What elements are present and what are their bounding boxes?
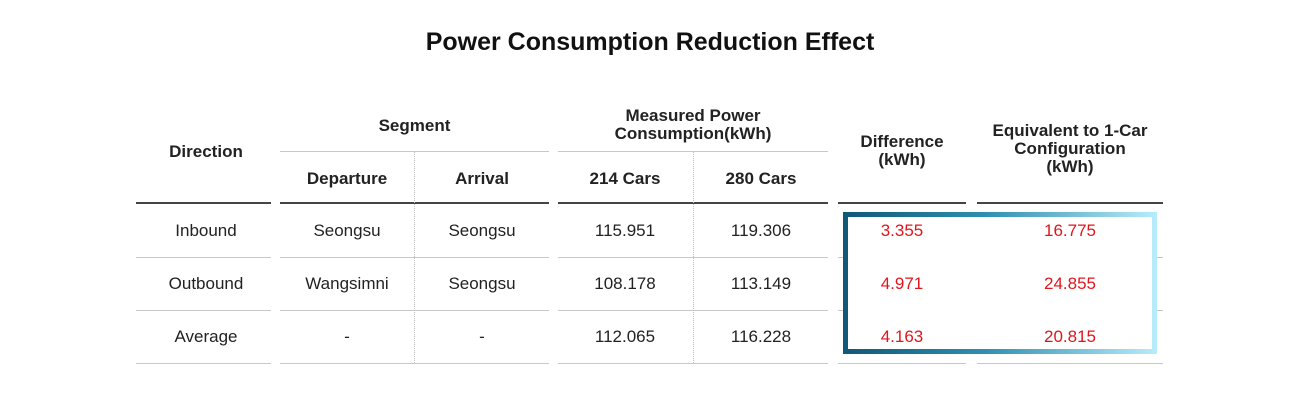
cell-direction: Inbound [175, 221, 237, 240]
cell-280-cars: 119.306 [730, 221, 792, 240]
header-departure: Departure [306, 169, 388, 188]
header-280-cars: 280 Cars [725, 169, 797, 188]
divider-214-280 [693, 152, 694, 363]
header-arrival: Arrival [455, 169, 509, 188]
cell-214-cars: 115.951 [594, 221, 656, 240]
header-measured-line1: Measured Power [625, 106, 761, 125]
header-difference: Difference (kWh) [838, 133, 966, 169]
cell-direction: Average [174, 327, 238, 346]
cell-equivalent: 24.855 [1044, 274, 1096, 293]
header-measured-power: Measured Power Consumption(kWh) [558, 107, 828, 143]
header-segment: Segment [378, 116, 451, 135]
page-title: Power Consumption Reduction Effect [425, 28, 875, 56]
highlight-frame [843, 212, 1157, 354]
header-214-cars: 214 Cars [589, 169, 661, 188]
header-equivalent: Equivalent to 1-Car Configuration (kWh) [977, 122, 1163, 176]
cell-equivalent: 20.815 [1044, 327, 1096, 346]
cell-arrival: - [479, 327, 485, 346]
cell-difference: 3.355 [880, 221, 924, 240]
header-bottom-rule-equivalent [977, 202, 1163, 204]
cell-departure: Wangsimni [305, 274, 389, 293]
header-bottom-rule-direction [136, 202, 271, 204]
header-equivalent-line1: Equivalent to 1-Car [992, 121, 1148, 140]
header-bottom-rule-difference [838, 202, 966, 204]
cell-214-cars: 112.065 [594, 327, 656, 346]
cell-280-cars: 116.228 [730, 327, 792, 346]
cell-arrival: Seongsu [448, 274, 516, 293]
cell-280-cars: 113.149 [730, 274, 792, 293]
cell-difference: 4.971 [880, 274, 924, 293]
divider-departure-arrival [414, 152, 415, 363]
cell-departure: - [344, 327, 350, 346]
cell-direction: Outbound [168, 274, 244, 293]
cell-arrival: Seongsu [448, 221, 516, 240]
header-difference-line2: (kWh) [878, 150, 926, 169]
cell-departure: Seongsu [313, 221, 381, 240]
measured-sub-divider [558, 151, 828, 152]
cell-214-cars: 108.178 [594, 274, 656, 293]
header-measured-line2: Consumption(kWh) [614, 124, 772, 143]
header-direction: Direction [169, 142, 243, 161]
header-difference-line1: Difference [860, 132, 944, 151]
header-equivalent-line2: Configuration [1014, 139, 1126, 158]
segment-sub-divider [280, 151, 549, 152]
header-equivalent-line3: (kWh) [1046, 157, 1094, 176]
cell-difference: 4.163 [880, 327, 924, 346]
cell-equivalent: 16.775 [1044, 221, 1096, 240]
